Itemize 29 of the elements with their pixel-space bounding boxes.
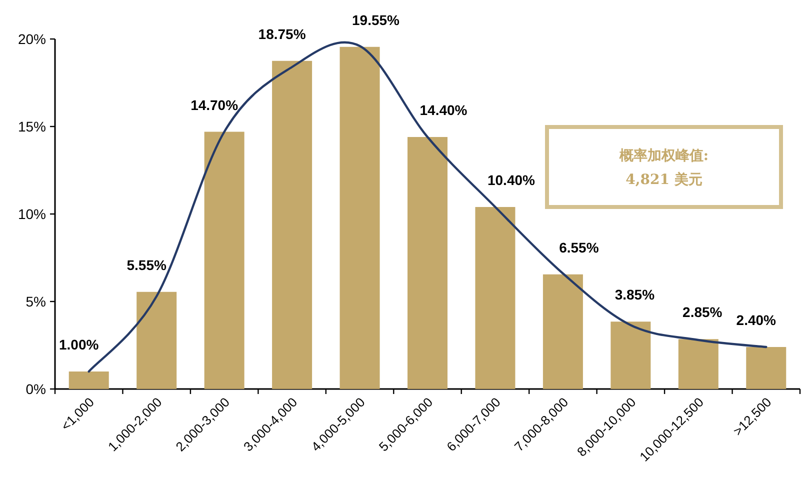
- data-label: 5.55%: [126, 256, 167, 273]
- y-tick-label: 0%: [26, 381, 46, 397]
- data-label: 18.75%: [258, 26, 306, 42]
- data-label: 14.70%: [190, 96, 239, 113]
- bar: [204, 132, 244, 389]
- data-label: 14.40%: [420, 102, 468, 118]
- data-label: 3.85%: [614, 286, 656, 303]
- y-tick-label: 20%: [18, 31, 46, 47]
- bar: [610, 322, 651, 389]
- bar: [475, 207, 516, 389]
- bar: [68, 372, 109, 389]
- y-tick-label: 5%: [26, 294, 46, 310]
- bar: [136, 292, 177, 389]
- data-label: 10.40%: [487, 172, 536, 188]
- data-label: 19.55%: [352, 12, 400, 28]
- annotation: 概率加权峰值:: [618, 147, 709, 164]
- annotation: 4,821 美元: [626, 171, 702, 188]
- data-label: 6.55%: [559, 239, 600, 256]
- bar: [272, 60, 312, 389]
- y-tick-label: 10%: [18, 206, 46, 222]
- data-label: 2.40%: [736, 312, 777, 328]
- bar: [408, 137, 448, 389]
- y-tick-label: 15%: [18, 118, 46, 134]
- data-label: 1.00%: [59, 336, 100, 352]
- bar: [340, 46, 380, 389]
- data-label: 2.85%: [682, 304, 723, 320]
- bar: [746, 347, 786, 389]
- bar: [542, 274, 583, 389]
- bar: [678, 339, 718, 389]
